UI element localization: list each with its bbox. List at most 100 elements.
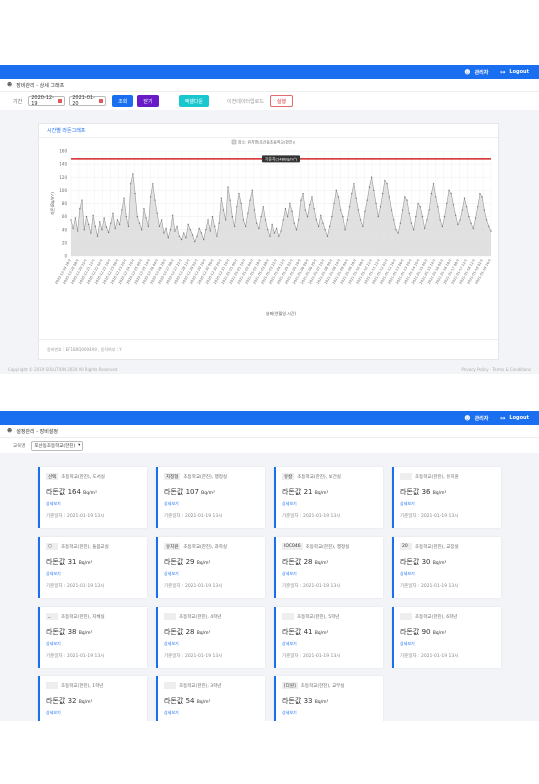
excel-download-button[interactable]: 엑셀다운 — [178, 95, 210, 107]
card-location: 초등학교(한진), 보건실 — [297, 474, 341, 480]
detail-link[interactable]: 상세보기 — [164, 501, 179, 506]
card-title: 선택 초등학교(한진), 도서실 — [46, 473, 105, 480]
detail-link[interactable]: 상세보기 — [46, 710, 61, 715]
device-card[interactable]: 유칼 초등학교(한진), 보건실 라돈값 21 Bq/m³ 상세보기 기준일자 : 20… — [274, 467, 383, 528]
device-card[interactable]: ○ 초등학교(한진), 돌봄교실 라돈값 31 Bq/m³ 상세보기 기준일자 : 20… — [38, 537, 147, 598]
data-point — [94, 225, 97, 228]
data-point — [258, 227, 260, 230]
device-card[interactable]: 20 초등학교(한진), 교장실 라돈값 30 Bq/m³ 상세보기 기준일자 : 20… — [392, 537, 501, 598]
data-point — [432, 183, 435, 185]
data-point — [101, 229, 103, 231]
school-select[interactable]: 포산동초등학교(한진) ▾ — [31, 440, 84, 451]
data-point — [110, 222, 112, 224]
date-value: 2021-01-19 13시 — [302, 584, 341, 589]
date-to-input[interactable]: 2021-01-20 — [69, 95, 107, 107]
data-point — [149, 196, 152, 198]
device-card[interactable]: 지정형 초등학교(한진), 행정실 라돈값 107 Bq/m³ 상세보기 기준일자 : … — [156, 467, 265, 528]
device-card[interactable]: 초등학교(한진), 4학년 라돈값 28 Bq/m³ 상세보기 기준일자 : 2021… — [156, 607, 265, 668]
detail-link[interactable]: 상세보기 — [164, 641, 179, 646]
device-settings-screen: ☻ 관리자 ↦ Logout ☻ 설정관리 - 장비설정 교육명 포산동초등학교… — [0, 411, 539, 721]
card-title: ○ 초등학교(한진), 돌봄교실 — [46, 543, 109, 550]
card-radon-value: 라돈값 164 Bq/m³ — [46, 487, 97, 497]
data-point — [116, 219, 119, 221]
data-point — [421, 215, 424, 218]
data-point — [397, 232, 399, 234]
detail-link[interactable]: 상세보기 — [282, 571, 297, 576]
calendar-icon[interactable] — [99, 99, 104, 103]
data-point — [461, 209, 463, 211]
data-point — [446, 202, 448, 205]
footer-links[interactable]: Privacy Policy · Terms & Conditions — [461, 366, 531, 372]
data-point — [465, 206, 468, 208]
radon-unit: Bq/m³ — [314, 561, 329, 566]
card-badge — [164, 682, 176, 689]
radon-number: 38 — [67, 628, 77, 636]
data-point — [452, 204, 455, 206]
radon-unit: Bq/m³ — [78, 700, 93, 705]
data-point — [481, 196, 483, 198]
detail-link[interactable]: 상세보기 — [46, 641, 61, 646]
data-point — [346, 219, 349, 221]
data-point — [339, 209, 342, 211]
data-point — [176, 225, 178, 228]
search-button[interactable]: 조회 — [112, 95, 134, 107]
detail-link[interactable]: 상세보기 — [282, 501, 297, 506]
data-point — [213, 225, 216, 228]
data-point — [459, 219, 461, 221]
data-point — [103, 217, 105, 219]
data-point — [165, 227, 167, 230]
data-point — [70, 219, 72, 221]
data-point — [322, 222, 324, 224]
date-prefix: 기준일자 : — [282, 514, 302, 519]
user-menu[interactable]: ☻ 관리자 — [464, 69, 488, 76]
calendar-icon[interactable] — [58, 99, 63, 103]
detail-link[interactable]: 상세보기 — [46, 501, 61, 506]
card-title: 초등학교(한진), 5학년 — [282, 613, 339, 620]
logout-button[interactable]: ↦ Logout — [500, 69, 529, 76]
detail-link[interactable]: 상세보기 — [164, 710, 179, 715]
data-point — [76, 230, 79, 232]
data-point — [315, 219, 318, 221]
device-card[interactable]: 초등학교(한진), 6학년 라돈값 90 Bq/m³ 상세보기 기준일자 : 2021… — [392, 607, 501, 668]
radon-unit: Bq/m³ — [196, 561, 211, 566]
device-card[interactable]: _ 초등학교(한진), 지체실 라돈값 38 Bq/m³ 상세보기 기준일자 : 202… — [38, 607, 147, 668]
detail-link[interactable]: 상세보기 — [400, 501, 415, 506]
detail-link[interactable]: 상세보기 — [46, 571, 61, 576]
data-point — [145, 217, 147, 219]
user-menu[interactable]: ☻ 관리자 — [464, 415, 488, 422]
date-value: 2021-01-19 13시 — [302, 514, 341, 519]
data-point — [373, 189, 375, 192]
card-location: 초등학교(한진), 행정실 — [183, 474, 228, 480]
breadcrumb-text: 장비관리 - 상세 그래프 — [16, 82, 65, 89]
date-from-input[interactable]: 2020-12-19 — [28, 95, 66, 107]
device-card[interactable]: 유치원 초등학교(한진), 과학실 라돈값 29 Bq/m³ 상세보기 기준일자 : 2… — [156, 537, 265, 598]
data-point — [189, 229, 192, 231]
device-card[interactable]: 초등학교(한진), 5학년 라돈값 41 Bq/m³ 상세보기 기준일자 : 2021… — [274, 607, 383, 668]
data-point — [267, 229, 269, 231]
card-location: 초등학교(한진), 지체실 — [61, 614, 105, 620]
device-card[interactable]: IOC046 초등학교(한진), 행정실 라돈값 28 Bq/m³ 상세보기 기준일자 … — [274, 537, 383, 598]
detail-link[interactable]: 상세보기 — [282, 641, 297, 646]
detail-link[interactable]: 상세보기 — [164, 571, 179, 576]
data-point — [85, 215, 88, 218]
chart-card-title: 시간별 라돈그래프 — [39, 124, 498, 138]
run-button[interactable]: 실행 — [269, 95, 294, 107]
device-card[interactable]: 초등학교(한진), 유치원 라돈값 36 Bq/m³ 상세보기 기준일자 : 2021… — [392, 467, 501, 528]
close-button[interactable]: 닫기 — [137, 95, 159, 107]
radon-number: 28 — [303, 558, 313, 566]
card-date: 기준일자 : 2021-01-19 13시 — [46, 513, 104, 519]
data-point — [87, 223, 90, 226]
detail-link[interactable]: 상세보기 — [400, 641, 415, 646]
logout-button[interactable]: ↦ Logout — [500, 415, 529, 422]
date-prefix: 기준일자 : — [400, 654, 420, 659]
card-location: 초등학교(한진), 교장실 — [415, 544, 459, 550]
detail-link[interactable]: 상세보기 — [400, 571, 415, 576]
data-point — [92, 214, 94, 217]
card-title: 지정형 초등학교(한진), 행정실 — [164, 473, 227, 480]
detail-link[interactable]: 상세보기 — [282, 710, 297, 715]
card-radon-value: 라돈값 33 Bq/m³ — [282, 696, 328, 706]
